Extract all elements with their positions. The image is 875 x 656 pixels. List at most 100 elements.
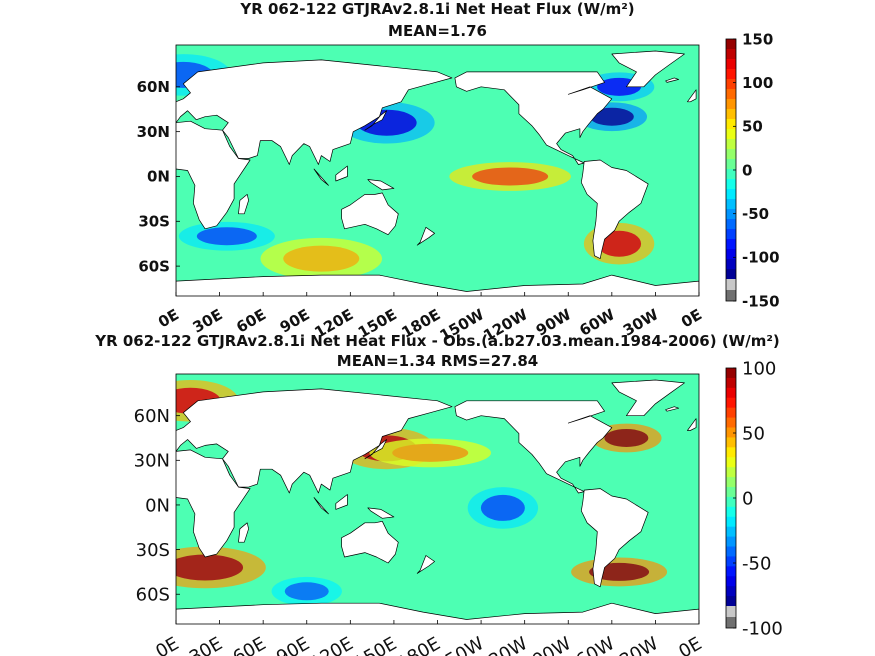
- colorbar-bin: [726, 546, 736, 557]
- colorbar-bin: [726, 109, 736, 120]
- colorbar-bin: [726, 457, 736, 468]
- colorbar-bin: [726, 269, 736, 280]
- colorbar-tick-label: 50: [742, 118, 763, 136]
- top-chart-title: YR 062-122 GTJRAv2.8.1i Net Heat Flux (W…: [240, 0, 635, 18]
- land-mass: [580, 488, 649, 588]
- colorbar-bin: [726, 249, 736, 260]
- x-tick-label: 60E: [233, 305, 269, 336]
- colorbar-bin: [726, 79, 736, 90]
- feature-core: [597, 230, 642, 257]
- y-tick-label: 30N: [137, 123, 170, 141]
- x-tick-label: 60E: [229, 633, 269, 656]
- land-mass: [176, 59, 453, 165]
- continents: [176, 50, 699, 296]
- y-tick-label: 60S: [138, 257, 170, 275]
- feature-core: [472, 167, 549, 186]
- land-mass: [416, 555, 435, 574]
- x-tick-label: 120W: [480, 305, 531, 345]
- colorbar-under-light: [726, 279, 736, 290]
- land-mass: [238, 522, 249, 543]
- bottom-chart-subtitle: MEAN=1.34 RMS=27.84: [336, 352, 539, 370]
- colorbar-bin: [726, 189, 736, 200]
- colorbar-bin: [726, 199, 736, 210]
- colorbar-bin: [726, 407, 736, 419]
- land-mass: [367, 179, 395, 191]
- colorbar-bin: [726, 49, 736, 60]
- continents: [176, 379, 699, 624]
- colorbar-bin: [726, 467, 736, 478]
- x-tick-label: 0E: [152, 633, 182, 656]
- colorbar-bin: [726, 427, 736, 438]
- y-tick-label: 0N: [145, 495, 170, 516]
- colorbar-bin: [726, 487, 736, 498]
- colorbar-tick-label: -100: [742, 249, 780, 267]
- x-tick-label: 60W: [573, 633, 619, 656]
- colorbar-bin: [726, 397, 736, 409]
- colorbar-bin: [726, 596, 736, 607]
- colorbar-bin: [726, 437, 736, 448]
- x-tick-label: 90W: [529, 633, 575, 656]
- x-tick-label: 180E: [394, 633, 444, 656]
- land-mass: [611, 379, 685, 417]
- land-mass: [335, 494, 348, 510]
- land-mass: [238, 194, 249, 215]
- land-mass: [341, 520, 399, 564]
- y-tick-label: 60N: [134, 406, 170, 427]
- x-tick-label: 180E: [399, 305, 444, 341]
- y-tick-label: 30S: [136, 540, 170, 561]
- colorbar-bin: [726, 119, 736, 130]
- colorbar-tick-label: -150: [742, 292, 780, 310]
- feature-core: [196, 227, 257, 246]
- x-tick-label: 120E: [311, 305, 356, 341]
- colorbar-bin: [726, 526, 736, 538]
- colorbar-bin: [726, 417, 736, 428]
- colorbar-bin: [726, 179, 736, 190]
- x-tick-label: 150W: [437, 305, 488, 345]
- land-mass: [687, 418, 697, 431]
- colorbar-bin: [726, 229, 736, 240]
- colorbar-bin: [726, 447, 736, 458]
- colorbar: 100 50 0 -50 -100: [725, 358, 783, 639]
- heat-flux-field: [176, 374, 699, 624]
- x-tick-label: 90E: [277, 305, 313, 336]
- colorbar-bin: [726, 239, 736, 250]
- colorbar-bin: [726, 159, 736, 170]
- colorbar-under-dark: [726, 617, 736, 628]
- land-mass: [367, 507, 395, 519]
- feature-core: [480, 494, 525, 521]
- colorbar-bin: [726, 536, 736, 547]
- land-mass: [176, 120, 251, 230]
- land-mass: [364, 110, 388, 131]
- colorbar-tick-label: 150: [742, 30, 773, 48]
- x-tick-label: 150E: [355, 305, 400, 341]
- colorbar-bin: [726, 59, 736, 70]
- x-tick-label: 0E: [155, 305, 182, 331]
- land-mass: [687, 89, 697, 103]
- feature-core: [589, 107, 634, 126]
- x-tick-label: 30E: [190, 305, 226, 336]
- colorbar-bin: [726, 586, 736, 597]
- colorbar-bin: [726, 566, 736, 577]
- x-tick-label: 150E: [350, 633, 400, 656]
- y-tick-label: 30N: [134, 451, 170, 472]
- feature-core: [604, 428, 649, 447]
- colorbar-bin: [726, 89, 736, 100]
- bottom-chart-title: YR 062-122 GTJRAv2.8.1i Net Heat Flux - …: [95, 332, 780, 350]
- land-mass: [176, 274, 699, 296]
- colorbar-tick-label: -100: [742, 618, 783, 639]
- colorbar-tick-label: 100: [742, 358, 776, 379]
- colorbar-bin: [726, 139, 736, 150]
- colorbar-tick-label: 100: [742, 74, 773, 92]
- top-chart-subtitle: MEAN=1.76: [388, 22, 487, 40]
- colorbar-bin: [726, 209, 736, 220]
- colorbar-tick-label: 50: [742, 423, 765, 444]
- x-tick-label: 90E: [273, 633, 313, 656]
- y-tick-label: 30S: [138, 213, 170, 231]
- colorbar-under-light: [726, 606, 736, 617]
- colorbar-bin: [726, 39, 736, 50]
- colorbar-bin: [726, 129, 736, 140]
- land-mass: [313, 497, 329, 515]
- colorbar-bin: [726, 506, 736, 518]
